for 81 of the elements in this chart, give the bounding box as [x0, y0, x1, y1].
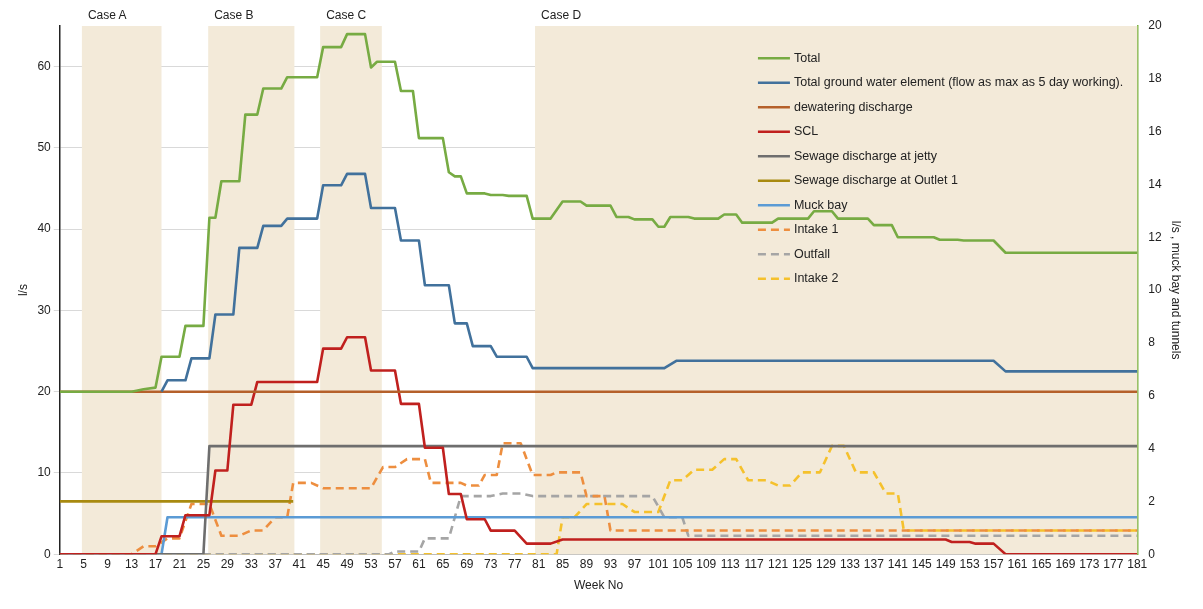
y-tick-label: 0	[44, 546, 52, 561]
legend-label: Total	[793, 50, 821, 65]
legend-label: Muck bay	[793, 197, 849, 212]
legend-label: Sewage discharge at jetty	[793, 148, 938, 163]
x-tick-label: 49	[340, 556, 355, 571]
y2-tick-label: 2	[1148, 493, 1156, 508]
x-tick-label: 177	[1103, 556, 1124, 571]
x-tick-label: 73	[484, 556, 498, 571]
x-tick-label: 25	[196, 556, 211, 571]
y2-tick-label: 20	[1148, 18, 1162, 33]
y-tick-label: 20	[37, 383, 52, 398]
band-label: Case C	[326, 8, 367, 23]
x-tick-label: 89	[579, 556, 594, 571]
x-tick-label: 97	[627, 556, 642, 571]
x-tick-label: 37	[268, 556, 283, 571]
x-tick-label: 165	[1031, 556, 1052, 571]
x-tick-label: 157	[983, 556, 1004, 571]
y2-tick-label: 10	[1148, 282, 1162, 297]
x-tick-label: 121	[768, 556, 789, 571]
band-label: Case A	[87, 8, 127, 23]
x-tick-label: 29	[220, 556, 235, 571]
x-tick-label: 181	[1127, 556, 1148, 571]
x-tick-label: 53	[364, 556, 379, 571]
x-tick-label: 69	[460, 556, 474, 571]
x-tick-label: 85	[555, 556, 570, 571]
y-axis-title: l/s	[15, 284, 30, 297]
y-tick-label: 50	[37, 140, 52, 155]
y2-tick-label: 12	[1148, 229, 1162, 244]
x-tick-label: 77	[508, 556, 522, 571]
x-axis-title: Week No	[573, 578, 624, 593]
y2-tick-label: 14	[1148, 176, 1162, 191]
x-tick-label: 33	[244, 556, 259, 571]
legend-label: Intake 2	[793, 271, 839, 286]
y2-tick-label: 4	[1148, 440, 1156, 455]
y2-tick-label: 16	[1148, 123, 1162, 138]
x-tick-label: 101	[648, 556, 669, 571]
x-tick-label: 93	[603, 556, 618, 571]
x-tick-label: 13	[124, 556, 139, 571]
x-tick-label: 141	[887, 556, 909, 571]
x-tick-label: 129	[815, 556, 837, 571]
x-tick-label: 153	[959, 556, 980, 571]
x-tick-label: 105	[672, 556, 693, 571]
x-tick-label: 57	[388, 556, 402, 571]
x-tick-label: 173	[1079, 556, 1100, 571]
x-tick-label: 133	[839, 556, 861, 571]
x-tick-label: 61	[412, 556, 426, 571]
x-tick-label: 9	[104, 556, 112, 571]
legend-label: Outfall	[793, 246, 831, 261]
x-tick-label: 161	[1007, 556, 1028, 571]
x-tick-label: 1	[56, 556, 64, 571]
y-tick-label: 10	[37, 465, 52, 480]
legend-label: dewatering discharge	[793, 99, 913, 114]
y-tick-label: 30	[37, 302, 52, 317]
x-tick-label: 5	[80, 556, 88, 571]
x-tick-label: 81	[531, 556, 546, 571]
band-label: Case B	[214, 8, 254, 23]
x-tick-label: 17	[148, 556, 163, 571]
y2-tick-label: 6	[1148, 388, 1156, 403]
x-tick-label: 149	[935, 556, 957, 571]
legend-label: Sewage discharge at Outlet 1	[793, 173, 958, 188]
x-tick-label: 137	[863, 556, 885, 571]
y2-tick-label: 8	[1148, 335, 1156, 350]
x-tick-label: 169	[1055, 556, 1076, 571]
x-tick-label: 65	[436, 556, 450, 571]
x-tick-label: 145	[911, 556, 933, 571]
x-tick-label: 41	[292, 556, 307, 571]
x-tick-label: 21	[172, 556, 187, 571]
x-tick-label: 109	[696, 556, 717, 571]
band-label: Case D	[541, 8, 582, 23]
y-tick-label: 40	[37, 221, 52, 236]
x-tick-label: 45	[316, 556, 331, 571]
x-tick-label: 117	[744, 556, 765, 571]
legend-label: SCL	[793, 124, 819, 139]
x-tick-label: 125	[792, 556, 813, 571]
legend-label: Total ground water element (flow as max as 5 day working).	[793, 75, 1124, 90]
x-tick-label: 113	[720, 556, 741, 571]
y2-tick-label: 0	[1148, 546, 1156, 561]
y2-axis-title: l/s , muck bay and tunnels	[1169, 220, 1184, 360]
y2-tick-label: 18	[1148, 71, 1162, 86]
legend-label: Intake 1	[793, 222, 839, 237]
y-tick-label: 60	[37, 58, 52, 73]
